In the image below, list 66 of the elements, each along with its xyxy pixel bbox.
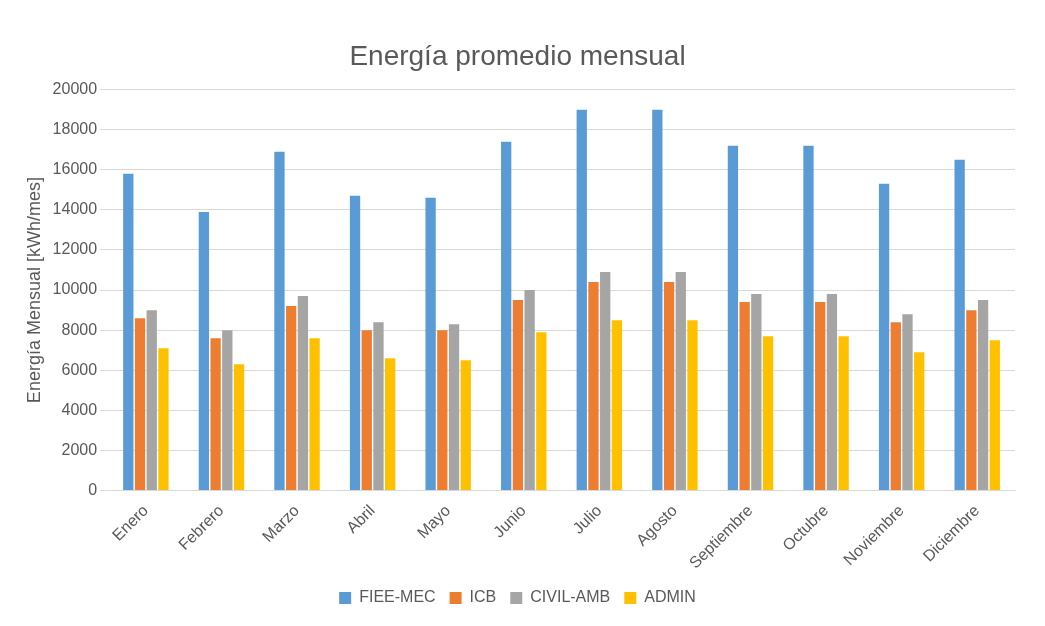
bar — [751, 294, 762, 491]
bar — [134, 318, 146, 491]
bar — [425, 197, 436, 491]
bar — [233, 364, 245, 491]
bar — [512, 300, 524, 491]
bar — [902, 314, 913, 491]
bar — [600, 272, 611, 491]
bar — [373, 322, 384, 491]
x-tick-label: Julio — [569, 501, 605, 537]
bar — [954, 159, 965, 491]
y-tick-label: 0 — [88, 480, 98, 498]
bar — [687, 320, 698, 491]
y-tick-label: 20000 — [52, 80, 98, 98]
bar — [878, 183, 890, 491]
legend-label: CIVIL-AMB — [530, 588, 611, 606]
bar — [977, 300, 989, 491]
y-tick-label: 6000 — [61, 360, 98, 378]
y-tick-label: 10000 — [52, 280, 98, 298]
bar — [210, 338, 221, 491]
bar — [803, 145, 814, 491]
bar — [297, 296, 309, 491]
bar — [675, 272, 686, 491]
bar — [762, 336, 774, 491]
bar — [385, 358, 396, 491]
bar — [437, 330, 448, 491]
bar — [222, 330, 233, 491]
bar — [501, 141, 512, 491]
y-tick-label: 4000 — [61, 400, 98, 418]
bar — [838, 336, 849, 491]
bar — [448, 324, 460, 491]
y-tick-label: 18000 — [52, 120, 98, 138]
bar — [914, 352, 925, 491]
bar — [588, 282, 599, 491]
bar — [361, 330, 372, 491]
bar — [524, 290, 535, 491]
bar — [158, 348, 169, 491]
y-tick-label: 2000 — [61, 440, 98, 458]
bar — [349, 195, 361, 491]
bar — [274, 151, 285, 491]
y-tick-label: 14000 — [52, 200, 98, 218]
bar — [826, 294, 838, 491]
bar — [727, 145, 739, 491]
bar — [460, 360, 471, 491]
bar — [611, 320, 623, 491]
bar — [123, 173, 134, 491]
bar — [286, 306, 297, 491]
bar — [652, 109, 663, 491]
y-tick-label: 16000 — [52, 160, 98, 178]
bar — [989, 340, 1000, 491]
y-axis-title: Energía Mensual [kWh/mes] — [23, 177, 44, 404]
bar — [146, 310, 157, 491]
bar — [966, 310, 977, 491]
bar — [663, 282, 675, 491]
bar — [309, 338, 320, 491]
chart-title: Energía promedio mensual — [349, 39, 686, 71]
bar — [739, 302, 750, 491]
y-tick-label: 8000 — [61, 320, 98, 338]
bar — [815, 302, 826, 491]
bar — [198, 211, 210, 491]
bar — [536, 332, 547, 491]
legend-label: FIEE-MEC — [359, 588, 436, 606]
y-tick-label: 12000 — [52, 240, 98, 258]
legend-label: ADMIN — [644, 588, 696, 606]
legend-label: ICB — [469, 588, 497, 606]
bar — [890, 322, 901, 491]
bar — [576, 109, 587, 491]
